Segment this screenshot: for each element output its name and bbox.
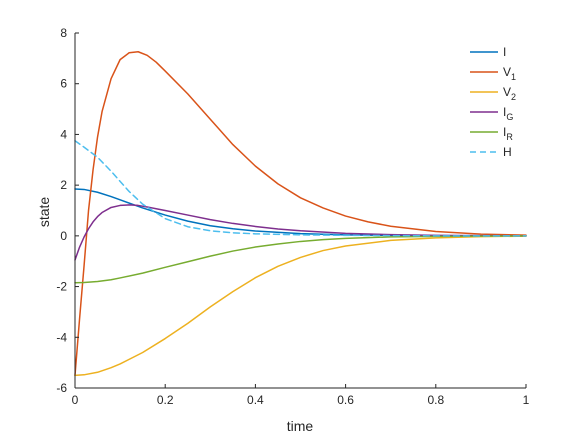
x-tick-label: 0.4	[247, 393, 264, 407]
series-line-ig	[74, 204, 527, 261]
series-line-ir	[74, 235, 527, 284]
legend-label: IR	[503, 125, 513, 142]
y-tick-label: 8	[60, 26, 67, 40]
y-tick-label: 2	[60, 178, 67, 192]
x-tick-label: 1	[523, 393, 530, 407]
legend-label: V2	[503, 85, 516, 102]
y-tick-label: -6	[56, 381, 67, 395]
series-line-v1	[74, 51, 527, 377]
legend-label: IG	[503, 105, 513, 122]
x-tick-label: 0	[72, 393, 79, 407]
x-ticks: 0 0.2 0.4 0.6 0.8 1	[72, 384, 530, 407]
y-ticks: -6 -4 -2 0 2 4 6 8	[56, 26, 79, 395]
legend-label: H	[503, 145, 512, 159]
plot-area	[75, 33, 526, 388]
y-tick-label: 6	[60, 77, 67, 91]
y-axis-title: state	[36, 197, 52, 228]
series-line-v2	[74, 235, 527, 377]
series-line-h	[74, 140, 527, 237]
legend: I V1 V2 IG IR H	[470, 45, 516, 159]
legend-label: I	[503, 45, 506, 59]
legend-label: V1	[503, 65, 516, 82]
x-tick-label: 0.2	[157, 393, 174, 407]
x-tick-label: 0.6	[337, 393, 354, 407]
y-tick-label: -4	[56, 330, 67, 344]
x-axis-title: time	[287, 418, 314, 434]
x-tick-label: 0.8	[427, 393, 444, 407]
y-tick-label: 4	[60, 127, 67, 141]
axes-layer	[74, 33, 526, 389]
y-tick-label: 0	[60, 229, 67, 243]
series-layer	[74, 51, 527, 377]
y-tick-label: -2	[56, 280, 67, 294]
